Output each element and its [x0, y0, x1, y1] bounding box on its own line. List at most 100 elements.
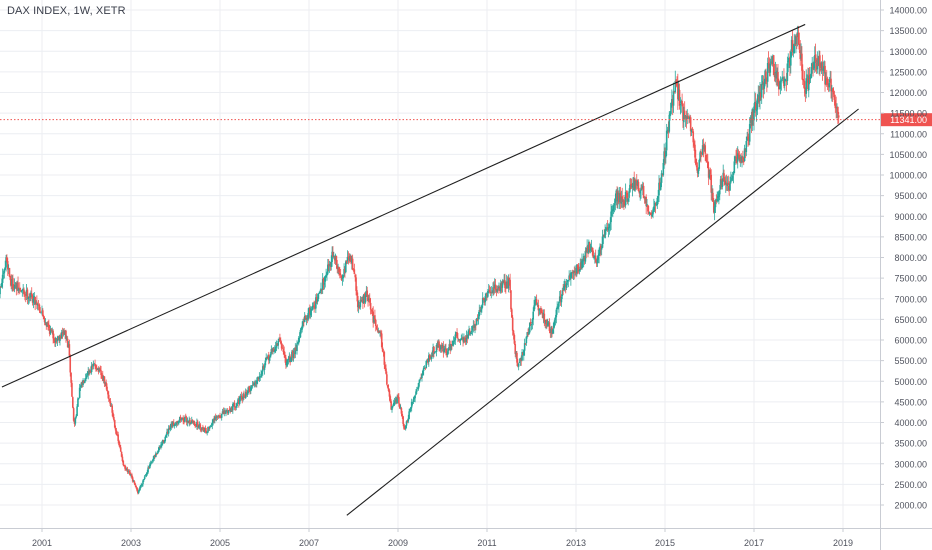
candle-down: [243, 393, 245, 397]
candle-up: [542, 312, 545, 319]
candle-up: [67, 344, 70, 348]
candle-down: [783, 78, 785, 87]
candle-up: [597, 256, 600, 260]
candle-up: [59, 336, 61, 342]
x-tick-label: 2017: [744, 538, 764, 548]
candle-down: [819, 69, 822, 71]
candle-down: [671, 99, 674, 106]
candle-up: [576, 264, 578, 274]
candle-up: [487, 289, 490, 291]
candle-up: [713, 206, 716, 213]
candle-down: [347, 256, 350, 258]
candle-up: [816, 59, 819, 70]
candle-up: [521, 352, 523, 361]
candle-up: [460, 339, 463, 340]
candle-down: [356, 296, 359, 308]
candle-down: [255, 382, 257, 384]
candle-up: [411, 402, 414, 403]
candle-up: [452, 340, 455, 342]
candle-up: [448, 344, 451, 349]
candle-up: [558, 301, 560, 307]
candle-down: [50, 329, 53, 331]
candle-up: [311, 306, 314, 310]
candle-down: [95, 368, 98, 370]
candle-up: [615, 190, 618, 202]
y-tick-label: 7000.00: [894, 294, 927, 304]
candle-up: [405, 421, 408, 426]
candle-up: [324, 276, 327, 282]
candle-down: [765, 71, 767, 79]
candle-up: [7, 268, 10, 270]
candle-down: [119, 447, 122, 452]
candle-down: [517, 363, 519, 367]
candle-down: [284, 354, 286, 358]
candle-down: [97, 368, 100, 372]
candle-down: [594, 255, 597, 263]
candle-down: [738, 155, 741, 161]
candle-up: [780, 80, 783, 82]
candle-up: [303, 315, 306, 323]
candle-down: [569, 276, 571, 280]
candle-up: [269, 354, 272, 358]
candle-down: [520, 358, 523, 362]
candle-down: [81, 381, 84, 385]
candle-up: [33, 296, 36, 300]
candle-up: [144, 475, 147, 477]
candle-down: [222, 410, 225, 414]
candle-up: [716, 198, 719, 202]
candle-down: [115, 430, 118, 435]
candle-up: [784, 79, 786, 86]
y-tick-label: 11000.00: [890, 129, 927, 139]
candle-up: [568, 275, 570, 280]
candle-down: [228, 409, 231, 411]
candle-up: [450, 344, 452, 350]
candle-down: [333, 256, 336, 261]
candle-up: [265, 357, 268, 361]
candle-up: [412, 399, 415, 402]
candle-up: [177, 421, 179, 423]
candle-down: [95, 365, 97, 369]
candle-down: [187, 421, 190, 423]
candle-up: [528, 332, 530, 335]
candle-up: [294, 347, 297, 355]
candle-up: [422, 367, 425, 371]
candle-up: [517, 363, 520, 367]
candle-up: [227, 410, 230, 414]
candle-up: [267, 355, 269, 358]
candle-up: [553, 320, 556, 324]
candle-up: [35, 301, 37, 304]
candle-down: [91, 365, 94, 367]
candle-up: [596, 259, 599, 264]
candle-down: [592, 250, 594, 258]
candle-down: [577, 266, 580, 272]
candle-up: [274, 347, 277, 351]
candle-down: [355, 277, 357, 291]
candle-down: [616, 191, 618, 201]
candle-up: [485, 293, 487, 296]
candle-up: [487, 290, 489, 297]
candle-down: [193, 421, 196, 425]
candle-down: [191, 419, 194, 423]
candle-up: [192, 421, 195, 423]
candle-up: [472, 325, 475, 328]
candle-down: [42, 310, 44, 317]
candle-up: [211, 422, 214, 426]
current-price-label-bg: [881, 113, 932, 127]
candle-up: [77, 398, 79, 407]
candle-down: [128, 471, 131, 473]
candle-down: [479, 310, 481, 312]
candle-up: [323, 282, 326, 285]
candle-down: [462, 337, 464, 342]
candle-up: [574, 270, 576, 273]
candle-down: [801, 69, 804, 81]
candle-up: [392, 402, 395, 406]
x-tick-label: 2005: [210, 538, 230, 548]
candle-up: [142, 480, 144, 485]
candle-up: [399, 407, 402, 409]
candle-up: [327, 264, 329, 274]
candle-down: [195, 426, 197, 427]
candle-up: [161, 443, 163, 445]
candle-down: [772, 55, 775, 76]
candle-up: [328, 264, 331, 267]
